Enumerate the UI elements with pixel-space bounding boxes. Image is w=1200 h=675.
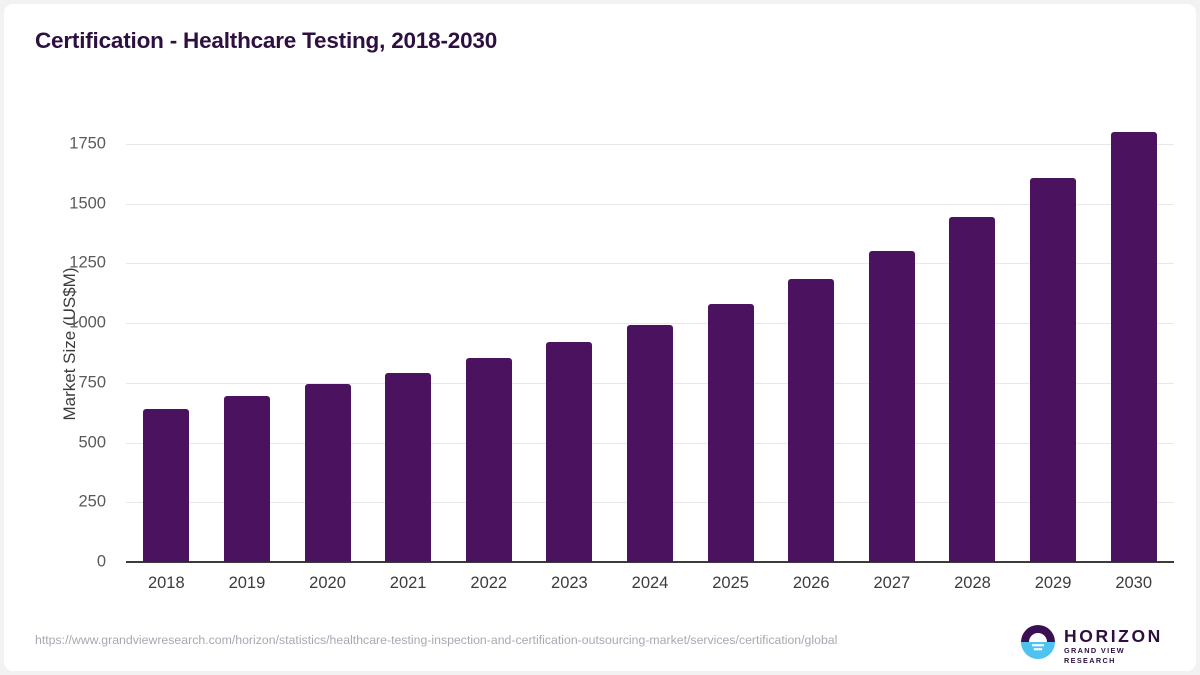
x-tick-label: 2022 <box>470 574 508 592</box>
bar[interactable] <box>304 384 351 562</box>
bar[interactable] <box>707 303 754 562</box>
x-tick-label: 2025 <box>712 574 749 592</box>
bar[interactable] <box>788 278 835 562</box>
y-tick-label: 1000 <box>69 313 106 332</box>
y-tick-label: 250 <box>78 492 106 511</box>
chart-plot-area: Market Size (US$M) 0 250 500 750 1000 1250 150… <box>4 4 1196 671</box>
x-tick-label: 2018 <box>147 574 185 592</box>
bar-series <box>126 114 1174 562</box>
y-tick-label: 0 <box>96 552 106 571</box>
y-tick-label: 1500 <box>69 194 106 213</box>
x-tick-label: 2021 <box>389 574 427 592</box>
x-tick-label: 2023 <box>551 574 588 592</box>
x-tick-label: 2028 <box>954 574 991 592</box>
x-tick-label: 2027 <box>873 574 911 592</box>
logo-word: HORIZON <box>1064 626 1163 646</box>
chart-card: Certification - Healthcare Testing, 2018… <box>4 4 1196 671</box>
x-tick-label: 2030 <box>1115 574 1153 592</box>
x-tick-label: 2020 <box>309 574 346 592</box>
bar[interactable] <box>868 251 915 562</box>
logo-wordmark: HORIZON GRAND VIEW RESEARCH <box>1064 627 1177 666</box>
page-title: Certification - Healthcare Testing, 2018… <box>35 28 498 53</box>
bar[interactable] <box>143 409 190 562</box>
x-axis-line <box>126 561 1174 563</box>
logo-subtitle: GRAND VIEW RESEARCH <box>1064 646 1125 665</box>
bar[interactable] <box>546 342 593 562</box>
x-tick-label: 2026 <box>792 574 830 592</box>
y-tick-label: 1750 <box>69 134 106 153</box>
bar[interactable] <box>1110 131 1157 562</box>
y-tick-label: 500 <box>78 433 106 452</box>
bar[interactable] <box>385 373 432 562</box>
bar[interactable] <box>223 396 270 562</box>
y-tick-label: 750 <box>78 373 106 392</box>
bar[interactable] <box>627 325 673 562</box>
gridline <box>126 143 1174 145</box>
x-tick-label: 2019 <box>228 574 266 592</box>
bar[interactable] <box>1030 177 1077 562</box>
gridline <box>126 203 1174 205</box>
source-url[interactable]: https://www.grandviewresearch.com/horizo… <box>35 633 838 647</box>
bar[interactable] <box>465 357 512 562</box>
x-tick-label: 2024 <box>631 574 669 592</box>
gridline <box>126 263 1174 265</box>
gridline <box>126 323 1174 325</box>
x-tick-label: 2029 <box>1034 574 1072 592</box>
horizon-logo: HORIZON GRAND VIEW RESEARCH <box>1017 621 1177 666</box>
bar[interactable] <box>949 216 996 562</box>
y-tick-label: 1250 <box>69 253 106 272</box>
horizon-sun-icon <box>1021 625 1055 659</box>
